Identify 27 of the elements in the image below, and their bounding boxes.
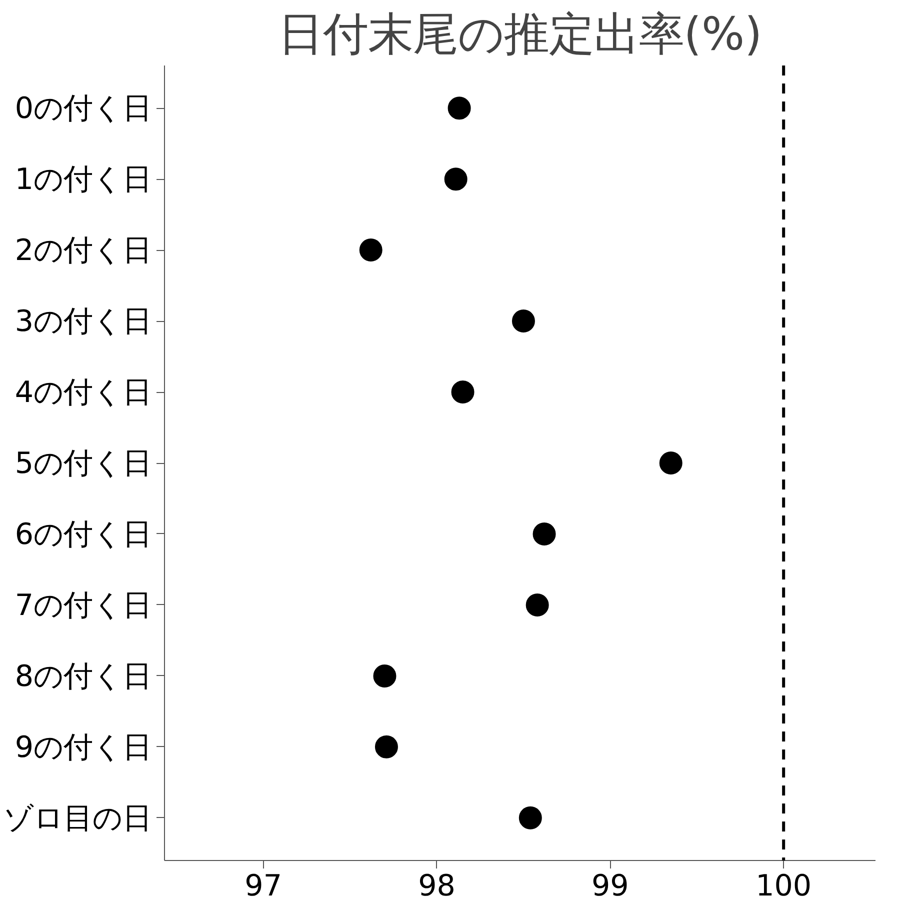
y-tick-label: 1の付く日 [14,162,152,196]
point [448,96,471,120]
y-tick-label: 7の付く日 [14,588,152,622]
y-tick-label: 3の付く日 [14,304,152,338]
point [526,593,549,616]
y-tick-label: ゾロ目の日 [4,800,152,835]
y-tick-label: 9の付く日 [14,730,152,764]
point [532,522,556,546]
y-tick-label: 2の付く日 [14,233,152,268]
point [444,168,468,191]
y-tick-label: 4の付く日 [14,375,152,410]
y-tick-label: 6の付く日 [14,516,152,551]
x-tick-label: 100 [756,868,812,900]
point [518,806,542,830]
point [451,380,474,404]
y-tick-label: 5の付く日 [14,446,152,480]
point [374,735,398,758]
point [373,664,396,688]
x-tick-label: 99 [592,868,629,900]
y-tick-label: 0の付く日 [14,91,152,126]
chart-title: 日付末尾の推定出率(%) [278,8,762,60]
y-tick-label: 8の付く日 [14,658,152,693]
point [659,452,682,474]
point [359,238,382,262]
point [512,310,535,333]
x-tick-label: 97 [244,868,282,900]
x-tick-label: 98 [418,868,456,900]
